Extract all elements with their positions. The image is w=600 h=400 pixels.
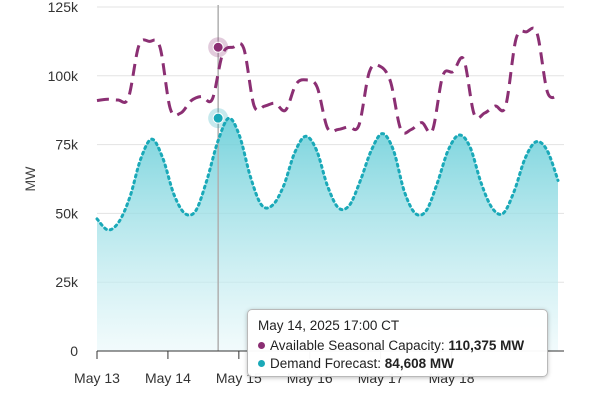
y-tick-label: 125k xyxy=(48,0,79,15)
y-tick-label: 75k xyxy=(55,137,79,153)
x-tick-label: May 13 xyxy=(74,370,120,386)
demand-forecast-area xyxy=(97,118,558,351)
tooltip-row-capacity: Available Seasonal Capacity: 110,375 MW xyxy=(258,337,537,355)
demand-dot-icon xyxy=(258,360,265,367)
x-tick-label: May 14 xyxy=(145,370,191,386)
demand-hover-point xyxy=(212,112,224,124)
tooltip: May 14, 2025 17:00 CT Available Seasonal… xyxy=(247,309,548,377)
capacity-hover-point xyxy=(212,41,224,53)
tooltip-title: May 14, 2025 17:00 CT xyxy=(258,318,400,333)
tooltip-row-demand: Demand Forecast: 84,608 MW xyxy=(258,355,537,373)
tooltip-demand-value: 84,608 MW xyxy=(384,356,454,371)
capacity-dot-icon xyxy=(258,342,265,349)
tooltip-demand-label: Demand Forecast: xyxy=(270,356,385,371)
y-tick-label: 100k xyxy=(48,68,79,84)
tooltip-capacity-label: Available Seasonal Capacity: xyxy=(270,338,449,353)
hover-markers xyxy=(208,37,229,129)
demand-area-layer xyxy=(97,118,558,351)
demand-forecast-line xyxy=(95,116,560,232)
series-lines xyxy=(95,5,560,351)
y-tick-label: 50k xyxy=(55,205,79,221)
available-capacity-line xyxy=(96,26,559,135)
tooltip-capacity-value: 110,375 MW xyxy=(448,338,525,353)
y-axis-title: MW xyxy=(22,166,38,192)
y-tick-label: 25k xyxy=(55,274,79,290)
y-tick-label: 0 xyxy=(70,343,78,359)
